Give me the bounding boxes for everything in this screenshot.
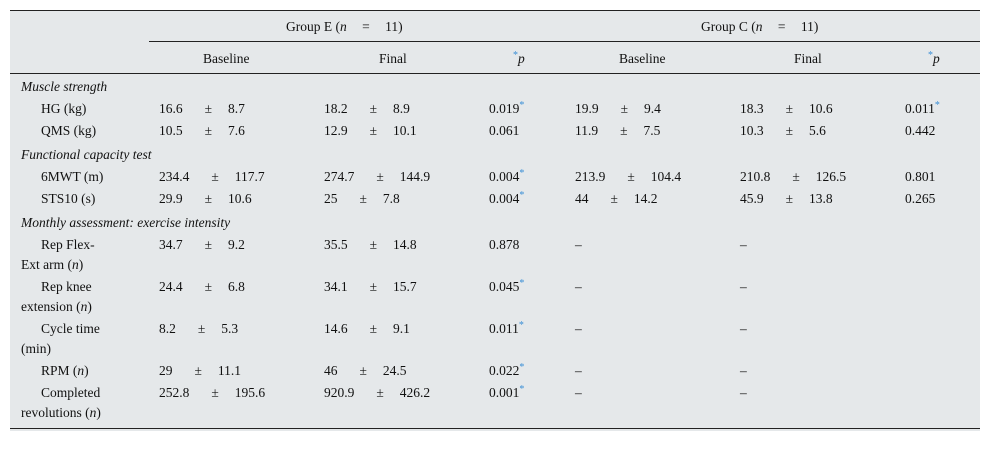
header-bottom-rule [10, 73, 980, 74]
cell-e-baseline: 24.4 ±6.8 [159, 279, 245, 294]
row-label-completed-revolutions-cont: revolutions (n) [21, 405, 101, 420]
cell-c-p: 0.011* [905, 100, 940, 116]
section-muscle-strength: Muscle strength [21, 79, 108, 94]
cell-c-final: – [740, 385, 747, 400]
table-top-rule [10, 10, 980, 11]
table-bottom-rule [10, 428, 980, 429]
cell-e-final: 274.7 ±144.9 [324, 169, 431, 184]
cell-e-final: 18.2 ±8.9 [324, 101, 410, 116]
row-label-cycle-time-cont: (min) [21, 341, 51, 356]
cell-e-p: 0.045* [489, 278, 525, 294]
cell-e-baseline: 234.4 ±117.7 [159, 169, 265, 184]
cell-e-p: 0.061 [489, 123, 520, 138]
cell-e-baseline: 16.6 ±8.7 [159, 101, 245, 116]
cell-c-baseline: – [575, 363, 582, 378]
cell-e-baseline: 29 ±11.1 [159, 363, 242, 378]
cell-e-final: 920.9 ±426.2 [324, 385, 431, 400]
cell-c-final: – [740, 363, 747, 378]
cell-c-final: – [740, 321, 747, 336]
group-c-baseline-header: Baseline [619, 51, 666, 66]
cell-e-p: 0.004* [489, 168, 525, 184]
row-label-sts10: STS10 (s) [41, 191, 96, 206]
cell-c-baseline: – [575, 237, 582, 252]
cell-e-baseline: 29.9 ±10.6 [159, 191, 252, 206]
cell-c-final: – [740, 279, 747, 294]
row-label-rep-knee-cont: extension (n) [21, 299, 92, 314]
cell-e-baseline: 10.5 ±7.6 [159, 123, 245, 138]
group-e-header: Group E (n = 11) [286, 19, 403, 34]
cell-e-final: 25 ±7.8 [324, 191, 400, 206]
cell-c-baseline: – [575, 279, 582, 294]
row-label-rep-flex: Rep Flex- [41, 237, 95, 252]
cell-c-baseline: 213.9 ±104.4 [575, 169, 682, 184]
cell-e-final: 35.5 ±14.8 [324, 237, 417, 252]
cell-c-final: 10.3 ±5.6 [740, 123, 826, 138]
cell-e-p: 0.878 [489, 237, 520, 252]
cell-e-final: 12.9 ±10.1 [324, 123, 417, 138]
cell-e-p: 0.001* [489, 384, 525, 400]
cell-c-p: 0.442 [905, 123, 936, 138]
cell-e-final: 46 ±24.5 [324, 363, 407, 378]
row-label-rep-knee: Rep knee [41, 279, 92, 294]
group-e-rule [149, 41, 980, 42]
row-label-rpm: RPM (n) [41, 363, 89, 378]
cell-c-p: 0.801 [905, 169, 936, 184]
row-label-6mwt: 6MWT (m) [41, 169, 104, 184]
row-label-completed-revolutions: Completed [41, 385, 101, 400]
group-e-p-header: *p [513, 50, 525, 66]
cell-e-baseline: 34.7 ±9.2 [159, 237, 245, 252]
cell-e-p: 0.011* [489, 320, 524, 336]
group-c-final-header: Final [794, 51, 822, 66]
row-label-hg: HG (kg) [41, 101, 87, 116]
cell-c-baseline: 11.9 ±7.5 [575, 123, 661, 138]
cell-e-baseline: 252.8 ±195.6 [159, 385, 266, 400]
cell-e-p: 0.019* [489, 100, 525, 116]
cell-c-final: – [740, 237, 747, 252]
section-monthly-assessment: Monthly assessment: exercise intensity [21, 215, 231, 230]
cell-e-p: 0.004* [489, 190, 525, 206]
cell-e-final: 34.1 ±15.7 [324, 279, 417, 294]
cell-c-baseline: 44 ±14.2 [575, 191, 658, 206]
cell-e-baseline: 8.2 ±5.3 [159, 321, 239, 336]
cell-c-final: 210.8 ±126.5 [740, 169, 847, 184]
results-table: Group E (n = 11) Group C (n = 11) Baseli… [10, 10, 980, 431]
cell-c-p: 0.265 [905, 191, 936, 206]
cell-e-final: 14.6 ±9.1 [324, 321, 410, 336]
group-c-header: Group C (n = 11) [701, 19, 819, 34]
row-label-cycle-time: Cycle time [41, 321, 100, 336]
cell-e-p: 0.022* [489, 362, 525, 378]
row-label-rep-flex-cont: Ext arm (n) [21, 257, 84, 272]
cell-c-baseline: – [575, 321, 582, 336]
group-e-baseline-header: Baseline [203, 51, 250, 66]
group-c-p-header: *p [928, 50, 940, 66]
group-e-final-header: Final [379, 51, 407, 66]
cell-c-baseline: 19.9 ±9.4 [575, 101, 661, 116]
cell-c-final: 18.3 ±10.6 [740, 101, 833, 116]
cell-c-baseline: – [575, 385, 582, 400]
cell-c-final: 45.9 ±13.8 [740, 191, 833, 206]
row-label-qms: QMS (kg) [41, 123, 97, 138]
section-functional-capacity: Functional capacity test [21, 147, 152, 162]
